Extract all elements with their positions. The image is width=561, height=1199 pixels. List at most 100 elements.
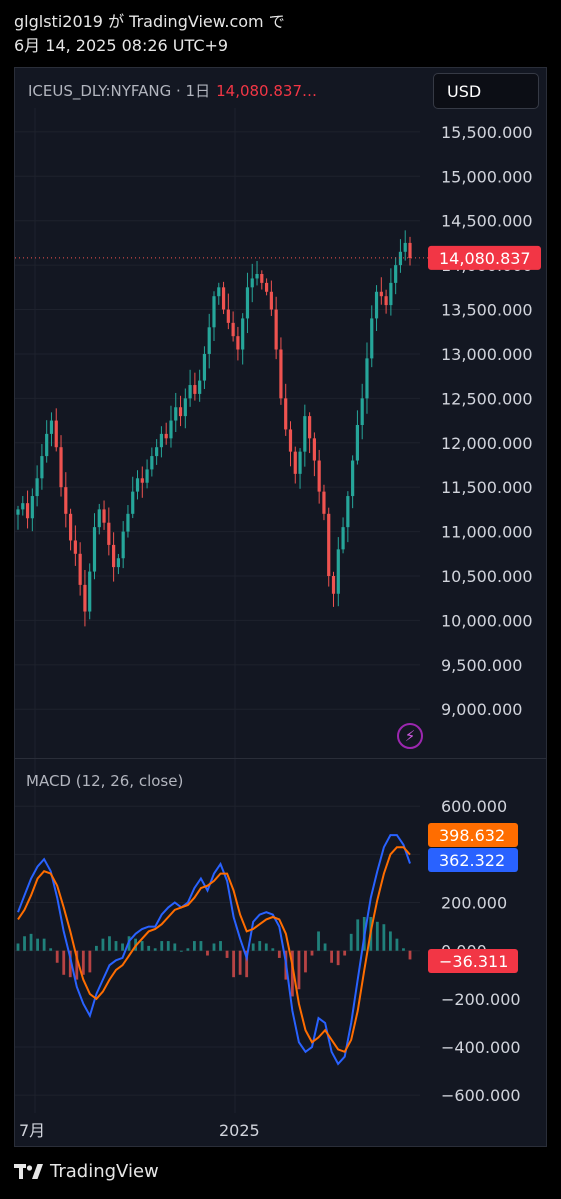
histogram-bar (375, 921, 379, 951)
currency-button[interactable]: USD (433, 73, 539, 109)
footer: TradingView (14, 1161, 159, 1182)
candle-body (288, 429, 293, 452)
histogram-bar (245, 950, 249, 978)
macd-tick-label: −400.000 (441, 1038, 521, 1057)
histogram-bar (23, 936, 26, 951)
candle-body (303, 416, 307, 452)
histogram-bar (264, 943, 268, 951)
candle-body (145, 469, 149, 483)
histogram-bar (297, 950, 301, 990)
macd-value-tag (428, 848, 518, 872)
candle-body (389, 282, 393, 306)
candle-body (68, 513, 73, 541)
candle-body (102, 509, 106, 523)
histogram-bar (349, 933, 353, 951)
candle-body (379, 291, 383, 297)
histogram-bar (186, 948, 190, 951)
candle-body (112, 544, 116, 568)
candle-body (40, 456, 44, 479)
price-tick-label: 9,000.000 (441, 700, 522, 719)
histogram-bar (68, 950, 72, 978)
symbol-name: ICEUS_DLY:NYFANG · 1日 (28, 82, 211, 100)
candle-body (198, 380, 202, 394)
candle-body (226, 309, 230, 323)
macd-legend[interactable]: MACD (12, 26, close) (26, 772, 184, 790)
price-tick-label: 10,500.000 (441, 567, 533, 586)
chart-frame[interactable]: 7月 2025 15,500.000 15,000.000 14,500.000 14,0… (14, 67, 547, 1147)
macd-tick-label: 600.000 (441, 797, 507, 816)
macd-line (17, 834, 411, 1066)
candle-body (59, 447, 63, 488)
candle-body (365, 358, 369, 399)
candle-body (88, 571, 92, 612)
histogram-bar (206, 950, 209, 956)
histogram-bar (271, 948, 275, 951)
histogram-bar (101, 938, 105, 951)
candle-body (231, 322, 235, 337)
price-tick-label: 10,000.000 (441, 611, 533, 630)
candle-body (217, 287, 221, 297)
histogram-bar (147, 945, 151, 951)
last-price-tag-label: 14,080.837 (439, 249, 531, 268)
price-tick-label: 13,500.000 (441, 301, 533, 320)
candle-body (193, 385, 197, 394)
macd-value-tag-label: 362.322 (439, 851, 505, 870)
histogram-bar (212, 943, 216, 951)
candle-body (260, 274, 264, 283)
signal-line (17, 846, 411, 1054)
histogram-bar (160, 941, 164, 951)
candle-body (351, 460, 355, 497)
shared-by-line: glglsti2019 が TradingView.com で (14, 12, 285, 31)
candle-body (221, 287, 226, 310)
histogram-bar (166, 941, 170, 951)
histogram-bar (343, 950, 347, 956)
candle-body (135, 478, 140, 492)
histogram-bar (277, 950, 281, 958)
histogram-bar (81, 950, 85, 975)
histogram-bar (330, 950, 333, 963)
histogram-bar (408, 950, 412, 960)
last-price-tag (428, 245, 541, 270)
candle-body (49, 420, 54, 434)
candle-body (322, 491, 326, 514)
candle-body (207, 327, 211, 354)
histogram-bar (310, 950, 314, 956)
candle-body (264, 282, 269, 292)
candle-body (398, 251, 403, 266)
flash-icon[interactable]: ⚡ (397, 723, 423, 749)
candle-body (131, 491, 135, 514)
candle-body (35, 478, 39, 497)
candle-body (107, 522, 111, 545)
histogram-value-tag-label: −36.311 (439, 952, 508, 971)
histogram-bar (153, 948, 157, 951)
candle-body (92, 527, 97, 572)
histogram-bar (42, 938, 46, 951)
candle-body (78, 553, 82, 585)
candle-body (212, 296, 216, 328)
candle-body (183, 398, 187, 417)
histogram-bar (356, 919, 360, 951)
histogram-bar (49, 948, 53, 951)
candle-body (236, 336, 240, 350)
candle-body (21, 503, 25, 510)
candle-body (293, 451, 297, 474)
candle-body (312, 438, 316, 461)
histogram-bar (140, 941, 144, 951)
macd-tick-label: −200.000 (441, 990, 521, 1009)
candle-body (336, 549, 340, 594)
candle-body (25, 503, 30, 519)
pane-separator[interactable] (15, 758, 546, 759)
symbol-legend[interactable]: ICEUS_DLY:NYFANG · 1日 14,080.837… (28, 80, 317, 101)
candle-body (164, 433, 168, 439)
candle-body (370, 318, 374, 359)
candle-body (174, 407, 178, 421)
price-tick-label: 11,000.000 (441, 523, 533, 542)
candle-body (355, 425, 360, 461)
candle-body (274, 309, 278, 350)
histogram-bar (232, 950, 235, 978)
chart-svg[interactable]: 7月 2025 15,500.000 15,000.000 14,500.000 14,0… (15, 68, 546, 1146)
candle-body (16, 509, 20, 515)
candle-body (73, 540, 77, 554)
histogram-bar (16, 943, 20, 951)
histogram-bar (258, 941, 262, 951)
